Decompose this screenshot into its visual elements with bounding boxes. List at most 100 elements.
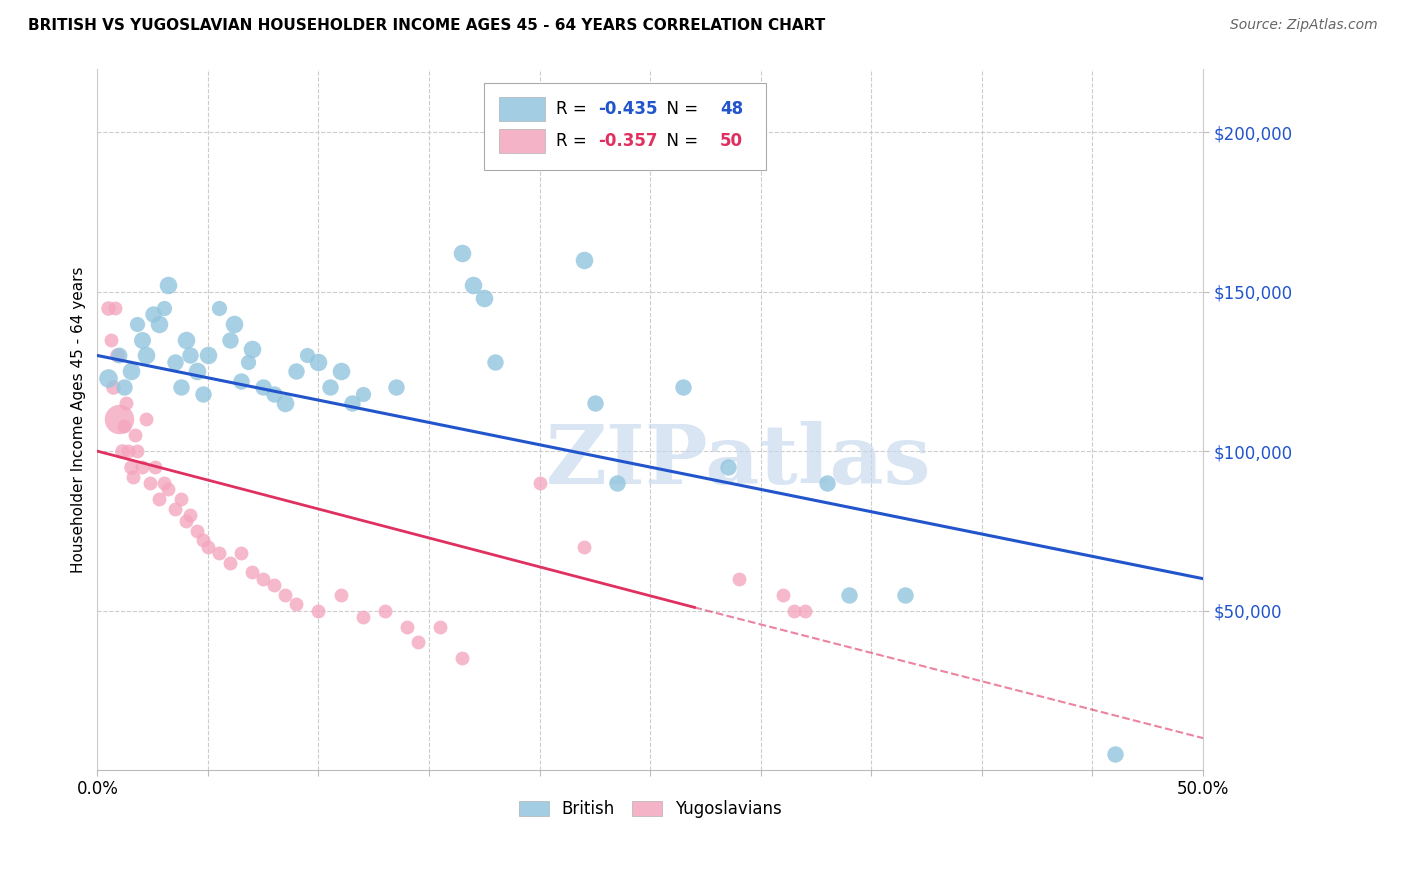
Point — [101, 380, 124, 394]
Point — [163, 355, 186, 369]
Point — [148, 491, 170, 506]
Point — [484, 355, 506, 369]
Point — [111, 444, 134, 458]
Point — [429, 619, 451, 633]
Point — [274, 396, 297, 410]
Text: ZIPatlas: ZIPatlas — [546, 421, 931, 501]
Point — [197, 349, 219, 363]
Point — [406, 635, 429, 649]
Point — [117, 444, 139, 458]
FancyBboxPatch shape — [484, 83, 766, 170]
Point — [374, 603, 396, 617]
Point — [274, 588, 297, 602]
Point — [672, 380, 695, 394]
Point — [152, 476, 174, 491]
Point — [219, 333, 242, 347]
Point — [127, 317, 149, 331]
Point — [224, 317, 246, 331]
Point — [794, 603, 817, 617]
Point — [97, 371, 120, 385]
Point — [263, 386, 285, 401]
Point — [308, 355, 330, 369]
Point — [163, 501, 186, 516]
Point — [236, 355, 259, 369]
Text: -0.435: -0.435 — [598, 100, 658, 119]
Point — [1104, 747, 1126, 761]
Text: BRITISH VS YUGOSLAVIAN HOUSEHOLDER INCOME AGES 45 - 64 YEARS CORRELATION CHART: BRITISH VS YUGOSLAVIAN HOUSEHOLDER INCOM… — [28, 18, 825, 33]
Point — [148, 317, 170, 331]
Text: N =: N = — [655, 100, 703, 119]
Point — [139, 476, 162, 491]
Point — [727, 572, 749, 586]
Point — [385, 380, 408, 394]
Point — [193, 533, 215, 548]
Point — [193, 386, 215, 401]
Point — [112, 380, 135, 394]
Point — [120, 364, 142, 378]
Point — [157, 278, 180, 293]
Point — [174, 514, 197, 528]
Point — [174, 333, 197, 347]
Point — [108, 412, 131, 426]
Point — [815, 476, 838, 491]
Point — [572, 540, 595, 554]
FancyBboxPatch shape — [499, 97, 546, 121]
Point — [240, 566, 263, 580]
Point — [179, 508, 201, 522]
Point — [170, 491, 193, 506]
Text: R =: R = — [557, 100, 592, 119]
Point — [197, 540, 219, 554]
Point — [100, 333, 122, 347]
Point — [131, 333, 153, 347]
Point — [583, 396, 606, 410]
Point — [783, 603, 806, 617]
Point — [772, 588, 794, 602]
Point — [186, 364, 208, 378]
Text: Source: ZipAtlas.com: Source: ZipAtlas.com — [1230, 18, 1378, 32]
Point — [838, 588, 860, 602]
Point — [297, 349, 319, 363]
Point — [115, 396, 138, 410]
Point — [329, 364, 352, 378]
Point — [186, 524, 208, 538]
Point — [97, 301, 120, 315]
Text: 48: 48 — [720, 100, 742, 119]
Point — [219, 556, 242, 570]
Text: N =: N = — [655, 132, 703, 150]
Point — [105, 349, 128, 363]
Point — [112, 418, 135, 433]
Point — [451, 246, 474, 260]
Point — [108, 349, 131, 363]
Point — [127, 444, 149, 458]
Point — [352, 386, 374, 401]
Point — [124, 428, 146, 442]
Point — [263, 578, 285, 592]
Point — [229, 546, 252, 560]
Point — [142, 307, 165, 321]
Point — [308, 603, 330, 617]
Text: 50: 50 — [720, 132, 742, 150]
Text: -0.357: -0.357 — [598, 132, 658, 150]
Point — [131, 460, 153, 475]
Point — [451, 651, 474, 665]
Point — [285, 364, 308, 378]
Text: R =: R = — [557, 132, 592, 150]
Point — [472, 291, 495, 305]
Point — [285, 597, 308, 611]
Point — [208, 301, 231, 315]
Point — [170, 380, 193, 394]
Point — [252, 380, 274, 394]
Point — [135, 412, 157, 426]
Point — [716, 460, 738, 475]
FancyBboxPatch shape — [499, 128, 546, 153]
Point — [252, 572, 274, 586]
Point — [229, 374, 252, 388]
Point — [329, 588, 352, 602]
Point — [120, 460, 142, 475]
Point — [893, 588, 915, 602]
Point — [121, 469, 143, 483]
Point — [208, 546, 231, 560]
Point — [395, 619, 418, 633]
Point — [463, 278, 485, 293]
Point — [529, 476, 551, 491]
